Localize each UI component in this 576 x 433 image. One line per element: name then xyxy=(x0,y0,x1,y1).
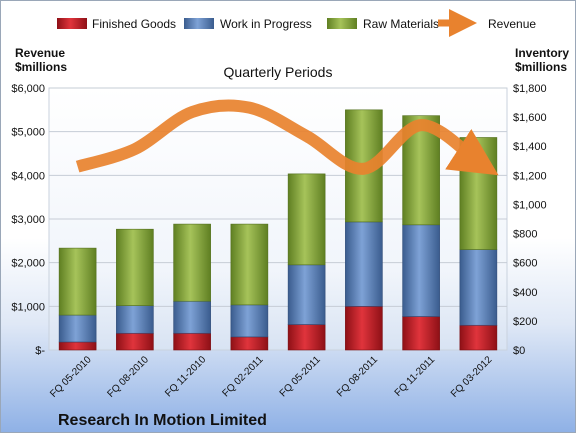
left-tick-label: $- xyxy=(35,345,45,357)
bar-work-in-progress xyxy=(287,264,326,325)
right-tick-label: $0 xyxy=(513,345,525,357)
revenue-series xyxy=(75,99,499,176)
right-tick-label: $1,400 xyxy=(513,141,547,153)
bar-finished-goods xyxy=(116,332,154,351)
legend-swatch-work-in-progress xyxy=(184,18,214,29)
bar-finished-goods xyxy=(58,341,97,351)
right-tick-label: $1,600 xyxy=(513,112,547,124)
legend-swatch-finished-goods xyxy=(57,18,87,29)
right-tick-label: $1,000 xyxy=(513,199,547,211)
bar-work-in-progress xyxy=(116,305,154,334)
left-axis-ticks: $- $1,000 $2,000 $3,000 $4,000 $5,000 $6,000 xyxy=(11,83,45,357)
x-tick-label: FQ 08-2010 xyxy=(105,354,151,400)
x-tick-label: FQ 08-2011 xyxy=(335,354,380,399)
bar-work-in-progress xyxy=(402,224,440,317)
right-axis-ticks: $0 $200 $400 $600 $800 $1,000 $1,200 $1,400 $1,6… xyxy=(513,83,547,357)
bar-work-in-progress xyxy=(173,300,211,334)
left-axis-label-line2: $millions xyxy=(15,60,67,74)
chart-title: Quarterly Periods xyxy=(224,64,333,80)
bar-work-in-progress xyxy=(58,314,97,343)
bars xyxy=(58,109,498,351)
left-tick-label: $4,000 xyxy=(11,170,45,182)
x-tick-label: FQ 05-2010 xyxy=(48,354,94,400)
bar-finished-goods xyxy=(459,324,498,351)
right-tick-label: $1,800 xyxy=(513,83,547,95)
x-tick-label: FQ 11-2010 xyxy=(163,354,208,399)
left-axis-label-line1: Revenue xyxy=(15,46,65,60)
left-tick-label: $6,000 xyxy=(11,83,45,95)
x-tick-label: FQ 11-2011 xyxy=(393,354,438,399)
x-tick-label: FQ 03-2012 xyxy=(449,354,495,400)
left-tick-label: $2,000 xyxy=(11,258,45,270)
x-tick-label: FQ 05-2011 xyxy=(278,354,323,399)
bar-work-in-progress xyxy=(230,304,269,338)
bar-raw-materials xyxy=(58,247,97,316)
bar-raw-materials xyxy=(116,228,154,306)
revenue-line xyxy=(75,99,499,176)
right-tick-label: $200 xyxy=(513,316,537,328)
left-tick-label: $1,000 xyxy=(11,301,45,313)
bar-raw-materials xyxy=(230,223,269,306)
right-tick-label: $800 xyxy=(513,229,537,241)
bar-finished-goods xyxy=(230,336,269,351)
bar-finished-goods xyxy=(173,332,211,351)
left-tick-label: $3,000 xyxy=(11,214,45,226)
legend-label-work-in-progress: Work in Progress xyxy=(220,17,312,31)
bar-work-in-progress xyxy=(345,221,383,307)
bar-raw-materials xyxy=(173,223,211,302)
bar-raw-materials xyxy=(287,173,326,266)
legend-label-revenue: Revenue xyxy=(488,17,536,31)
bar-finished-goods xyxy=(402,316,440,351)
company-name: Research In Motion Limited xyxy=(58,412,267,429)
right-axis-label-line1: Inventory xyxy=(515,46,569,60)
x-tick-label: FQ 02-2011 xyxy=(221,354,266,399)
legend-swatch-raw-materials xyxy=(327,18,357,29)
right-tick-label: $1,200 xyxy=(513,170,547,182)
left-tick-label: $5,000 xyxy=(11,127,45,139)
bar-work-in-progress xyxy=(459,249,498,326)
right-axis-label-line2: $millions xyxy=(515,60,567,74)
legend-label-raw-materials: Raw Materials xyxy=(363,17,439,31)
legend-label-finished-goods: Finished Goods xyxy=(92,17,176,31)
bar-finished-goods xyxy=(345,306,383,351)
right-tick-label: $400 xyxy=(513,287,537,299)
bar-finished-goods xyxy=(287,324,326,351)
legend: Finished Goods Work in Progress Raw Mate… xyxy=(57,9,536,37)
right-tick-label: $600 xyxy=(513,258,537,270)
x-axis-ticks: FQ 05-2010 FQ 08-2010 FQ 11-2010 FQ 02-2011… xyxy=(48,354,495,400)
